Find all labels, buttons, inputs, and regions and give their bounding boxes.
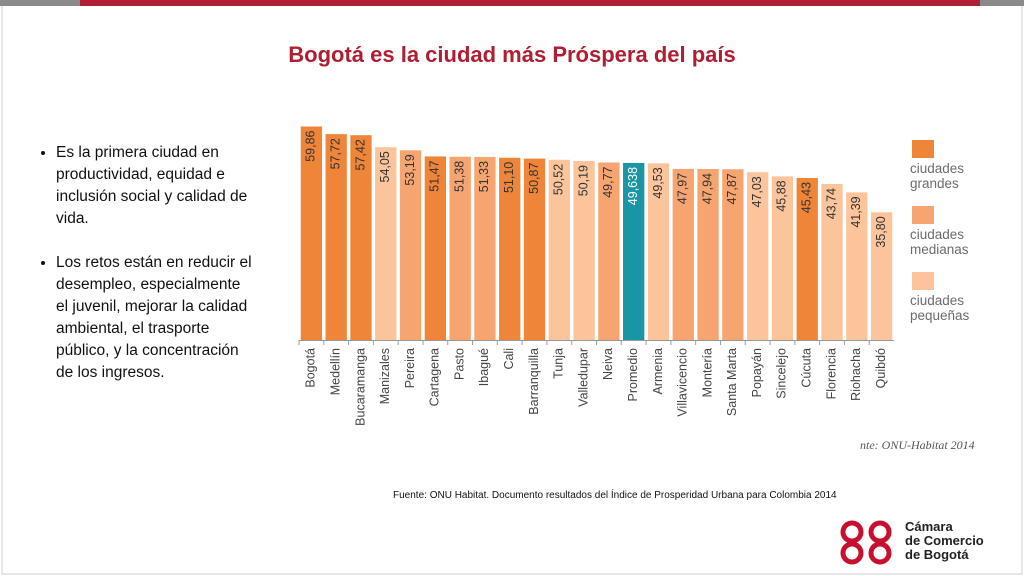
- value-label: 53,19: [403, 154, 417, 185]
- title: Bogotá es la ciudad más Próspera del paí…: [288, 42, 736, 67]
- bar: [424, 156, 447, 340]
- value-label: 47,87: [725, 173, 739, 204]
- bullet-list: Es la primera ciudad en productividad, e…: [32, 142, 256, 406]
- logo-text: Cámara de Comercio de Bogotá: [905, 520, 984, 562]
- value-label: 47,94: [700, 173, 714, 204]
- bar: [746, 172, 769, 340]
- legend-label: ciudades pequeñas: [910, 293, 970, 323]
- bar: [350, 135, 372, 340]
- logo-line: Cámara: [905, 519, 953, 534]
- bar: [672, 168, 694, 340]
- x-tick-label: Riohacha: [849, 348, 863, 401]
- x-tick-label: Pasto: [452, 348, 466, 380]
- x-tick-label: Cali: [502, 348, 516, 370]
- value-label: 49,53: [651, 167, 665, 198]
- footnote: Fuente: ONU Habitat. Documento resultado…: [393, 490, 837, 501]
- bar: [771, 176, 794, 340]
- bar: [846, 192, 868, 340]
- x-tick-label: Popayán: [750, 348, 764, 397]
- bullet: Es la primera ciudad en productividad, e…: [56, 142, 256, 230]
- bar: [796, 177, 818, 340]
- bar: [300, 126, 323, 341]
- bar: [499, 157, 521, 340]
- logo-line: de Bogotá: [905, 547, 969, 562]
- x-tick-label: Tunja: [552, 348, 566, 379]
- value-label: 50,87: [527, 163, 541, 194]
- x-tick-label: Montería: [700, 348, 714, 397]
- x-tick-label: Pereira: [403, 348, 417, 388]
- bar: [523, 158, 546, 340]
- value-label: 45,43: [800, 182, 814, 213]
- bar: [623, 162, 645, 340]
- x-tick-label: Bucaramanga: [353, 348, 367, 426]
- value-label: 57,42: [353, 139, 367, 170]
- value-label: 49,77: [601, 166, 615, 197]
- x-tick-label: Villavicencio: [676, 348, 690, 417]
- bar: [722, 169, 744, 340]
- x-tick-label: Ibagué: [477, 348, 491, 386]
- x-tick-label: Cúcuta: [800, 348, 814, 388]
- chart-source: nte: ONU-Habitat 2014: [860, 438, 975, 452]
- top-band-red: [80, 0, 980, 6]
- legend-label: ciudades grandes: [910, 161, 965, 191]
- x-tick-label: Neiva: [601, 348, 615, 380]
- bar: [375, 147, 397, 340]
- x-tick-label: Promedio: [626, 348, 640, 402]
- value-label: 47,03: [750, 176, 764, 207]
- value-label: 49,638: [626, 167, 640, 205]
- bar: [598, 162, 620, 340]
- logo-line: de Comercio: [905, 533, 984, 548]
- legend-swatch: [912, 206, 934, 224]
- bar: [870, 212, 893, 340]
- value-label: 35,80: [874, 216, 888, 247]
- value-label: 51,10: [502, 162, 516, 193]
- x-tick-label: Medellín: [328, 348, 342, 395]
- x-tick-label: Bogotá: [304, 348, 318, 388]
- bar: [647, 163, 670, 340]
- bar: [548, 159, 570, 340]
- bullet: Los retos están en reducir el desempleo,…: [56, 252, 256, 384]
- value-label: 51,47: [428, 160, 442, 191]
- value-label: 54,05: [378, 151, 392, 182]
- x-tick-label: Barranquilla: [527, 348, 541, 415]
- x-tick-label: Quibdó: [874, 348, 888, 388]
- bar: [449, 156, 471, 340]
- x-tick-label: Manizales: [378, 348, 392, 404]
- x-tick-label: Florencia: [824, 348, 838, 399]
- x-tick-label: Armenia: [651, 348, 665, 395]
- legend-swatch: [912, 272, 934, 290]
- bar: [821, 183, 843, 340]
- x-tick-label: Sincelejo: [775, 348, 789, 399]
- legend-label: ciudades medianas: [910, 227, 969, 257]
- bar: [325, 134, 347, 340]
- x-tick-label: Cartagena: [428, 348, 442, 406]
- value-label: 41,39: [849, 196, 863, 227]
- logo-mark: [840, 520, 892, 565]
- value-label: 45,88: [775, 180, 789, 211]
- x-tick-label: Valledupar: [576, 348, 590, 407]
- value-label: 51,38: [452, 161, 466, 192]
- value-label: 47,97: [676, 173, 690, 204]
- value-label: 59,86: [304, 130, 318, 161]
- value-label: 57,72: [328, 138, 342, 169]
- legend-swatch: [912, 140, 934, 158]
- bar: [399, 150, 422, 340]
- value-label: 43,74: [824, 188, 838, 219]
- value-label: 50,52: [552, 164, 566, 195]
- bar: [697, 169, 719, 340]
- bar: [474, 156, 496, 340]
- bar: [573, 160, 595, 340]
- x-tick-label: Santa Marta: [725, 348, 739, 416]
- value-label: 50,19: [576, 165, 590, 196]
- value-label: 51,33: [477, 161, 491, 192]
